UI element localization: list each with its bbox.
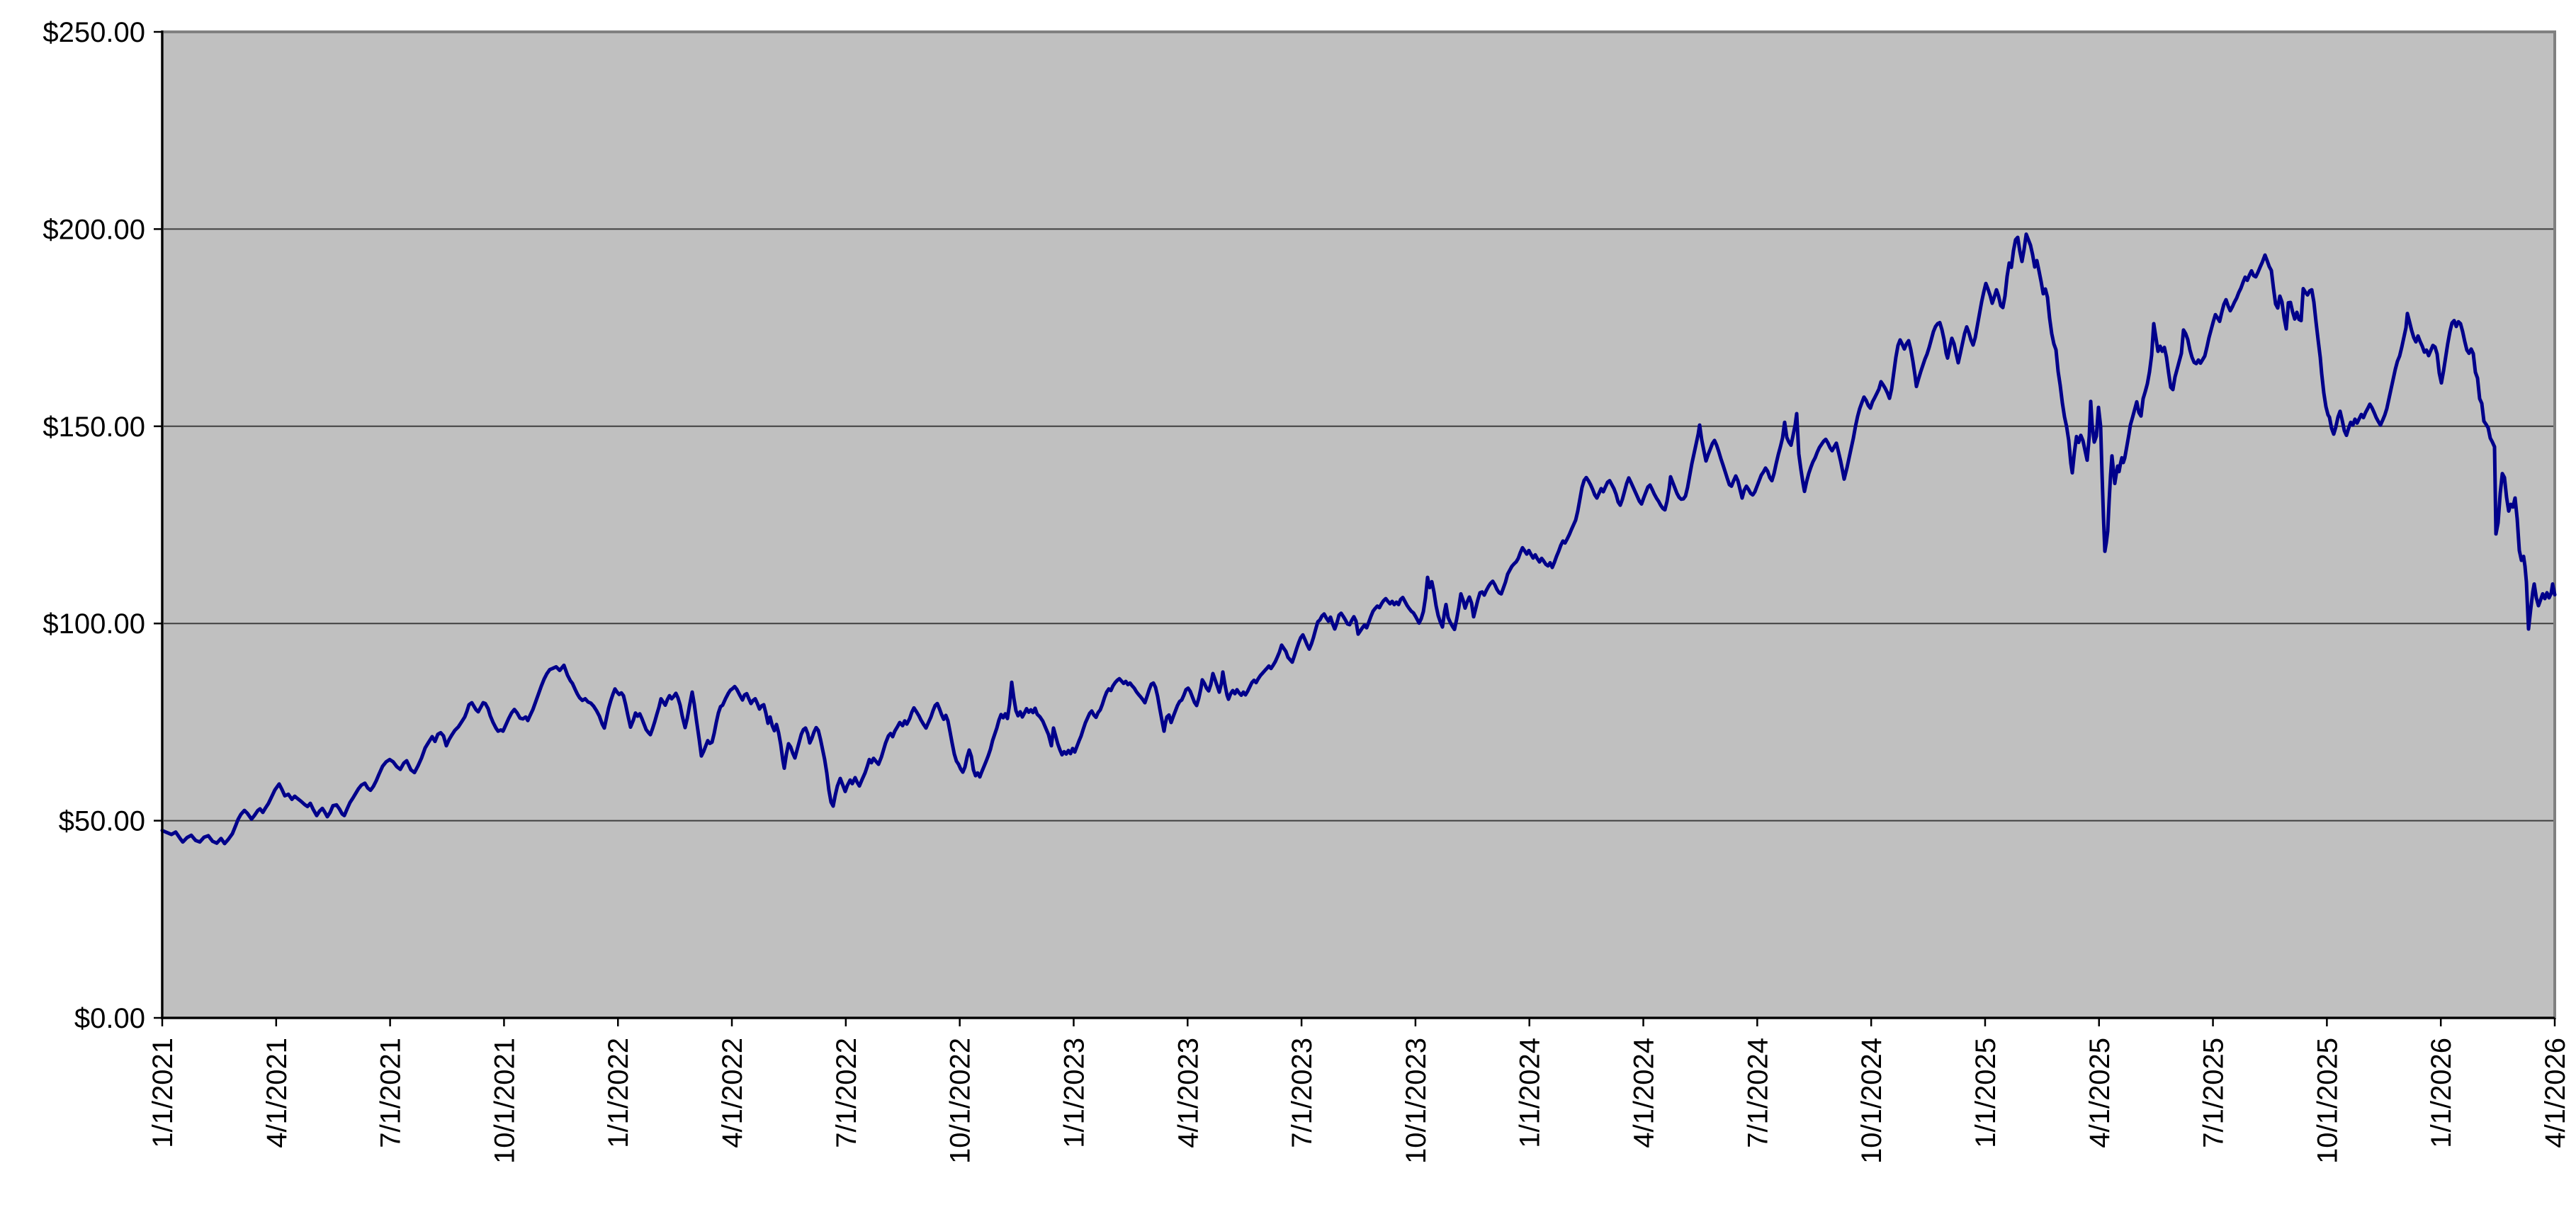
x-axis-label: 7/1/2021 xyxy=(375,1038,407,1148)
x-axis-label: 1/1/2025 xyxy=(1970,1038,2001,1148)
x-axis-label: 1/1/2023 xyxy=(1058,1038,1090,1148)
x-axis-label: 10/1/2022 xyxy=(945,1038,976,1164)
x-axis-label: 10/1/2021 xyxy=(489,1038,520,1164)
price-line xyxy=(160,232,2557,846)
x-axis-label: 1/1/2026 xyxy=(2426,1038,2457,1148)
x-axis-label: 10/1/2023 xyxy=(1401,1038,1432,1164)
x-axis-label: 1/1/2021 xyxy=(147,1038,179,1148)
plot-area xyxy=(162,32,2555,1018)
x-axis-label: 7/1/2024 xyxy=(1742,1038,1773,1148)
x-axis-label: 4/1/2023 xyxy=(1173,1038,1204,1148)
axis-ticks xyxy=(154,30,2556,1026)
x-axis-label: 7/1/2023 xyxy=(1287,1038,1318,1148)
x-axis-label: 1/1/2024 xyxy=(1515,1038,1546,1148)
x-axis-label: 7/1/2025 xyxy=(2198,1038,2230,1148)
y-axis-label: $250.00 xyxy=(43,17,145,48)
x-axis-label: 4/1/2021 xyxy=(261,1038,293,1148)
y-axis-label: $100.00 xyxy=(43,608,145,640)
y-axis-labels: $0.00 $50.00 $100.00 $150.00 $200.00 $250.00 xyxy=(43,17,145,1034)
x-axis-label: 10/1/2024 xyxy=(1856,1038,1887,1164)
x-axis-label: 4/1/2022 xyxy=(717,1038,748,1148)
y-axis-label: $150.00 xyxy=(43,412,145,443)
y-axis-label: $0.00 xyxy=(74,1003,145,1034)
x-axis-label: 1/1/2022 xyxy=(603,1038,634,1148)
y-axis-label: $50.00 xyxy=(59,806,145,837)
x-axis-label: 10/1/2025 xyxy=(2312,1038,2343,1164)
x-axis-label: 4/1/2025 xyxy=(2084,1038,2115,1148)
gridlines xyxy=(162,228,2555,822)
x-axis-label: 7/1/2022 xyxy=(831,1038,862,1148)
x-axis-label: 4/1/2024 xyxy=(1629,1038,1660,1148)
x-axis-label: 4/1/2026 xyxy=(2540,1038,2571,1148)
x-axis-labels: 1/1/2021 4/1/2021 7/1/2021 10/1/2021 1/1/202… xyxy=(147,1038,2571,1164)
y-axis-label: $200.00 xyxy=(43,214,145,245)
